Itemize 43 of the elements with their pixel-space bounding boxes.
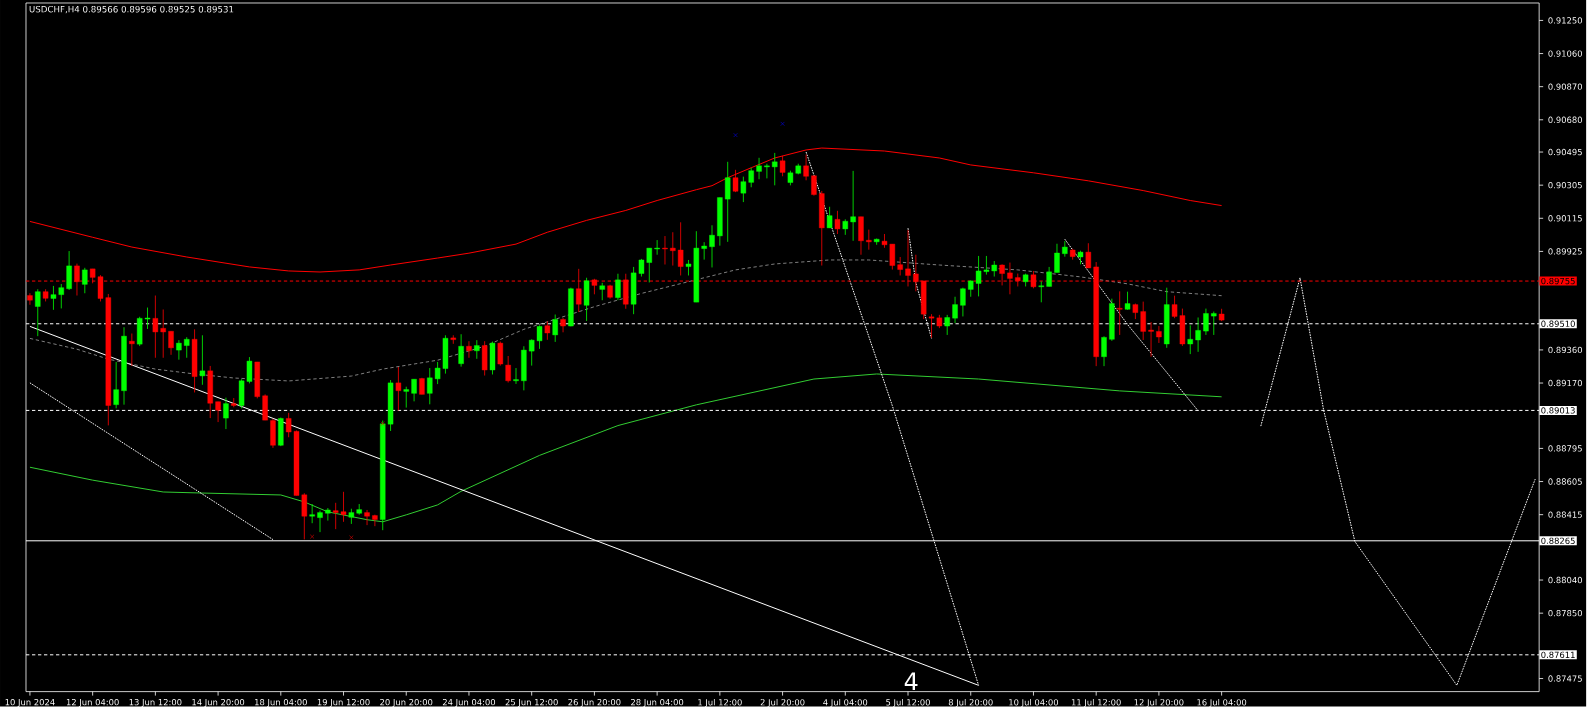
x-tick-label: 19 Jun 12:00 [317,698,370,707]
ref-line-label: 0.89013 [1541,407,1575,414]
x-tick-label: 5 Jul 12:00 [886,698,930,707]
y-tick-label: 0.90870 [1548,83,1582,90]
ref-line-label: 0.88265 [1541,537,1575,544]
x-tick-label: 26 Jun 20:00 [568,698,621,707]
ref-line-label: 0.87611 [1541,651,1575,658]
x-tick-label: 20 Jun 20:00 [380,698,433,707]
chart-title: USDCHF,H4 0.89566 0.89596 0.89525 0.89531 [29,5,234,14]
ref-line-label: 0.89755 [1541,277,1575,284]
y-tick-label: 0.87850 [1548,609,1582,617]
y-tick-label: 0.90680 [1548,116,1582,123]
y-tick-label: 0.89170 [1548,379,1582,386]
y-tick-label: 0.88415 [1548,511,1582,518]
x-tick-label: 12 Jun 04:00 [66,698,119,707]
x-tick-label: 12 Jul 20:00 [1134,698,1184,707]
x-tick-label: 1 Jul 12:00 [698,698,742,707]
y-tick-label: 0.89360 [1548,346,1582,353]
y-tick-label: 0.88605 [1548,478,1582,485]
annotation: 4 [904,672,918,690]
x-tick-label: 11 Jul 12:00 [1071,698,1121,707]
x-tick-label: 16 Jul 04:00 [1197,698,1247,707]
x-tick-label: 28 Jun 04:00 [631,698,684,707]
x-tick-label: 24 Jun 04:00 [442,698,496,707]
x-tick-label: 10 Jul 04:00 [1009,698,1059,707]
y-tick-label: 0.88795 [1548,445,1582,452]
x-tick-label: 18 Jun 04:00 [255,698,307,707]
x-tick-label: 2 Jul 20:00 [760,698,805,707]
x-tick-label: 10 Jun 2024 [5,698,55,707]
y-tick-label: 0.90495 [1548,148,1582,155]
x-tick-label: 14 Jun 20:00 [192,698,245,707]
x-tick-label: 13 Jun 12:00 [129,698,182,707]
y-tick-label: 0.91250 [1548,17,1582,24]
x-tick-label: 8 Jul 20:00 [948,698,993,707]
y-tick-label: 0.89925 [1548,248,1582,255]
y-tick-label: 0.91060 [1548,50,1582,57]
x-tick-label: 25 Jun 12:00 [505,698,558,707]
y-tick-label: 0.87475 [1548,675,1582,682]
y-tick-label: 0.90115 [1548,214,1582,222]
x-tick-label: 4 Jul 04:00 [823,698,868,707]
y-tick-label: 0.90305 [1548,181,1582,189]
ref-line-label: 0.89510 [1541,320,1575,327]
y-tick-label: 0.88040 [1548,576,1582,583]
